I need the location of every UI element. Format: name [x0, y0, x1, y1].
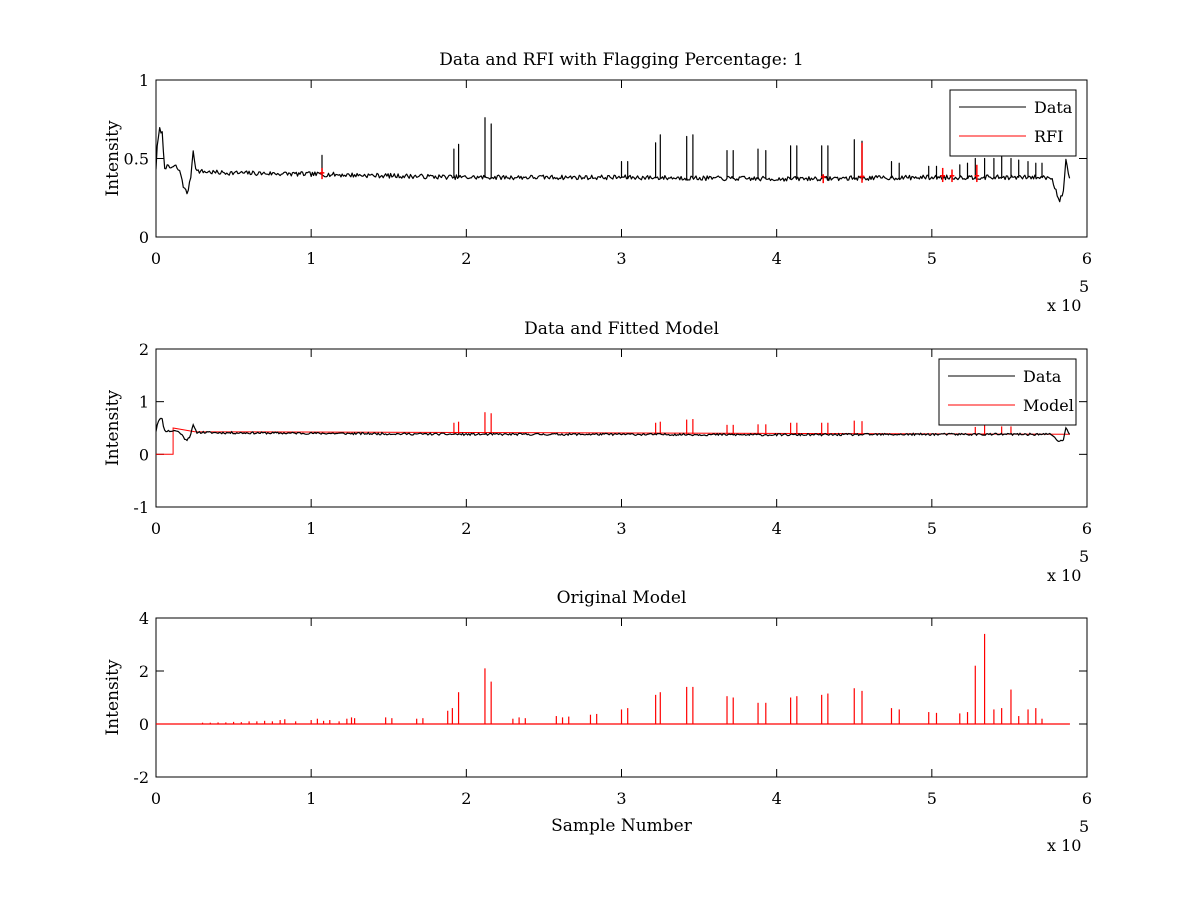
x-tick-label: 2 — [461, 789, 471, 808]
x-tick-label: 3 — [616, 789, 626, 808]
x-tick-label: 2 — [461, 249, 471, 268]
y-tick-label: 0 — [139, 228, 149, 247]
legend-box — [949, 89, 1077, 157]
y-axis-label: Intensity — [103, 120, 123, 196]
x-tick-label: 5 — [927, 249, 937, 268]
chart-title: Data and Fitted Model — [524, 319, 719, 339]
x-tick-label: 4 — [772, 519, 782, 538]
x-tick-label: 6 — [1082, 249, 1092, 268]
x-tick-label: 5 — [927, 789, 937, 808]
x-axis-label: Sample Number — [551, 816, 693, 836]
legend-label: RFI — [1034, 127, 1063, 146]
x-tick-label: 1 — [306, 249, 316, 268]
legend-label: Data — [1023, 367, 1062, 386]
x-multiplier-label: x 10 — [1047, 836, 1081, 855]
y-axis-label: Intensity — [103, 390, 123, 466]
x-tick-label: 3 — [616, 519, 626, 538]
subplot-3: Original Model Intensity Sample Number 0 1 2 3… — [103, 588, 1092, 855]
x-multiplier-exponent: 5 — [1079, 547, 1089, 566]
x-tick-label: 0 — [151, 519, 161, 538]
axes-box — [155, 348, 1088, 508]
x-tick-label: 2 — [461, 519, 471, 538]
model-series-line — [156, 427, 1070, 455]
legend-label: Model — [1023, 396, 1074, 415]
x-multiplier-exponent: 5 — [1079, 277, 1089, 296]
subplot-1: Data and RFI with Flagging Percentage: 1… — [103, 50, 1092, 315]
y-axis-label: Intensity — [103, 659, 123, 735]
y-tick-label: 0 — [139, 445, 149, 464]
x-tick-label: 1 — [306, 789, 316, 808]
plot-area — [156, 117, 1071, 203]
legend-box — [938, 358, 1077, 426]
data-series-line — [156, 117, 1071, 203]
y-tick-label: 2 — [139, 340, 149, 359]
x-tick-label: 4 — [772, 789, 782, 808]
x-multiplier-label: x 10 — [1047, 566, 1081, 585]
x-multiplier-label: x 10 — [1047, 296, 1081, 315]
x-tick-label: 4 — [772, 249, 782, 268]
legend: Data RFI — [949, 89, 1077, 157]
plot-area — [156, 633, 1070, 725]
axes-box — [155, 79, 1088, 238]
axes-box — [155, 617, 1088, 778]
x-tick-label: 6 — [1082, 789, 1092, 808]
chart-title: Original Model — [557, 588, 687, 608]
chart-title: Data and RFI with Flagging Percentage: 1 — [439, 50, 803, 70]
y-tick-label: 1 — [139, 71, 149, 90]
y-tick-label: 2 — [139, 662, 149, 681]
y-tick-label: 0.5 — [124, 150, 149, 169]
y-tick-label: 4 — [139, 609, 149, 628]
x-tick-label: 3 — [616, 249, 626, 268]
x-tick-label: 6 — [1082, 519, 1092, 538]
y-tick-label: -1 — [133, 498, 149, 517]
x-tick-label: 5 — [927, 519, 937, 538]
y-tick-label: -2 — [133, 768, 149, 787]
y-tick-label: 0 — [139, 715, 149, 734]
plot-area — [156, 412, 1071, 455]
x-tick-label: 0 — [151, 249, 161, 268]
x-tick-label: 1 — [306, 519, 316, 538]
y-tick-label: 1 — [139, 393, 149, 412]
x-tick-label: 0 — [151, 789, 161, 808]
legend-label: Data — [1034, 98, 1073, 117]
data-series-line — [156, 417, 1071, 443]
x-multiplier-exponent: 5 — [1079, 817, 1089, 836]
legend: Data Model — [938, 358, 1077, 426]
